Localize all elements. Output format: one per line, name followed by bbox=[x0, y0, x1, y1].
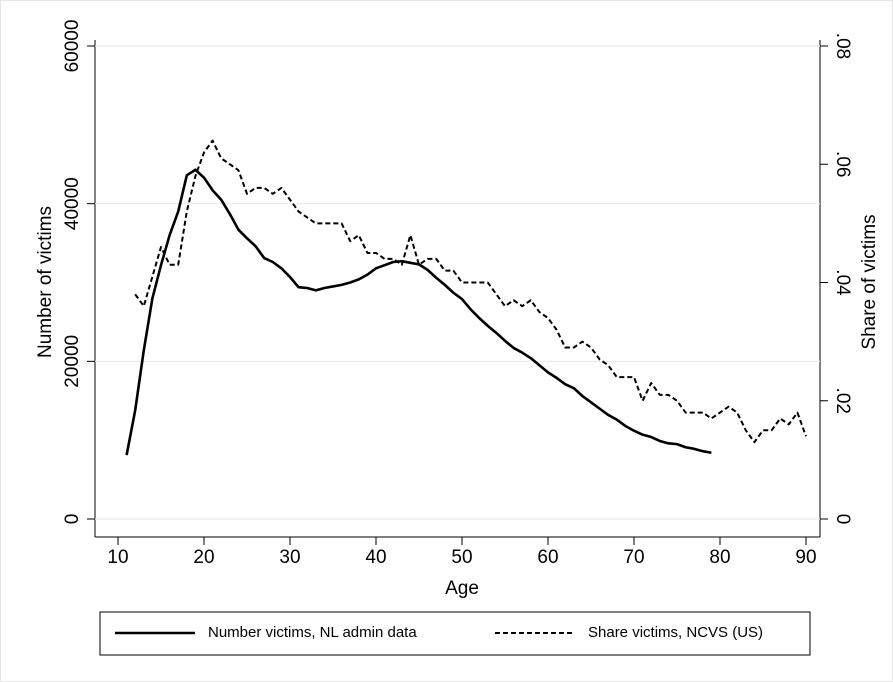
y-tick-label: 60000 bbox=[62, 20, 83, 73]
x-tick-label: 50 bbox=[451, 547, 472, 568]
x-tick-label: 90 bbox=[795, 547, 816, 568]
y2-tick-label: .02 bbox=[832, 388, 853, 414]
y-tick-label: 0 bbox=[62, 514, 83, 525]
x-axis-title: Age bbox=[445, 578, 479, 599]
y-tick-label: 40000 bbox=[62, 177, 83, 230]
y2-tick-label: .04 bbox=[832, 269, 853, 296]
legend-label: Share victims, NCVS (US) bbox=[588, 624, 763, 641]
y2-tick-label: .06 bbox=[832, 151, 853, 177]
x-tick-label: 70 bbox=[623, 547, 644, 568]
series-line bbox=[125, 168, 712, 456]
legend bbox=[99, 611, 811, 656]
legend-label: Number victims, NL admin data bbox=[208, 624, 417, 641]
y-axis-title: Number of victims bbox=[35, 206, 56, 358]
x-tick-label: 30 bbox=[279, 547, 300, 568]
y-tick-label: 20000 bbox=[62, 335, 83, 388]
x-tick-label: 40 bbox=[365, 547, 386, 568]
series-line bbox=[134, 139, 807, 444]
x-tick-label: 80 bbox=[709, 547, 730, 568]
x-tick-label: 20 bbox=[193, 547, 214, 568]
x-tick-label: 10 bbox=[107, 547, 128, 568]
y2-axis-title: Share of victims bbox=[859, 214, 880, 349]
x-tick-label: 60 bbox=[537, 547, 558, 568]
y2-tick-label: 0 bbox=[832, 514, 853, 525]
y2-tick-label: .08 bbox=[832, 33, 853, 59]
